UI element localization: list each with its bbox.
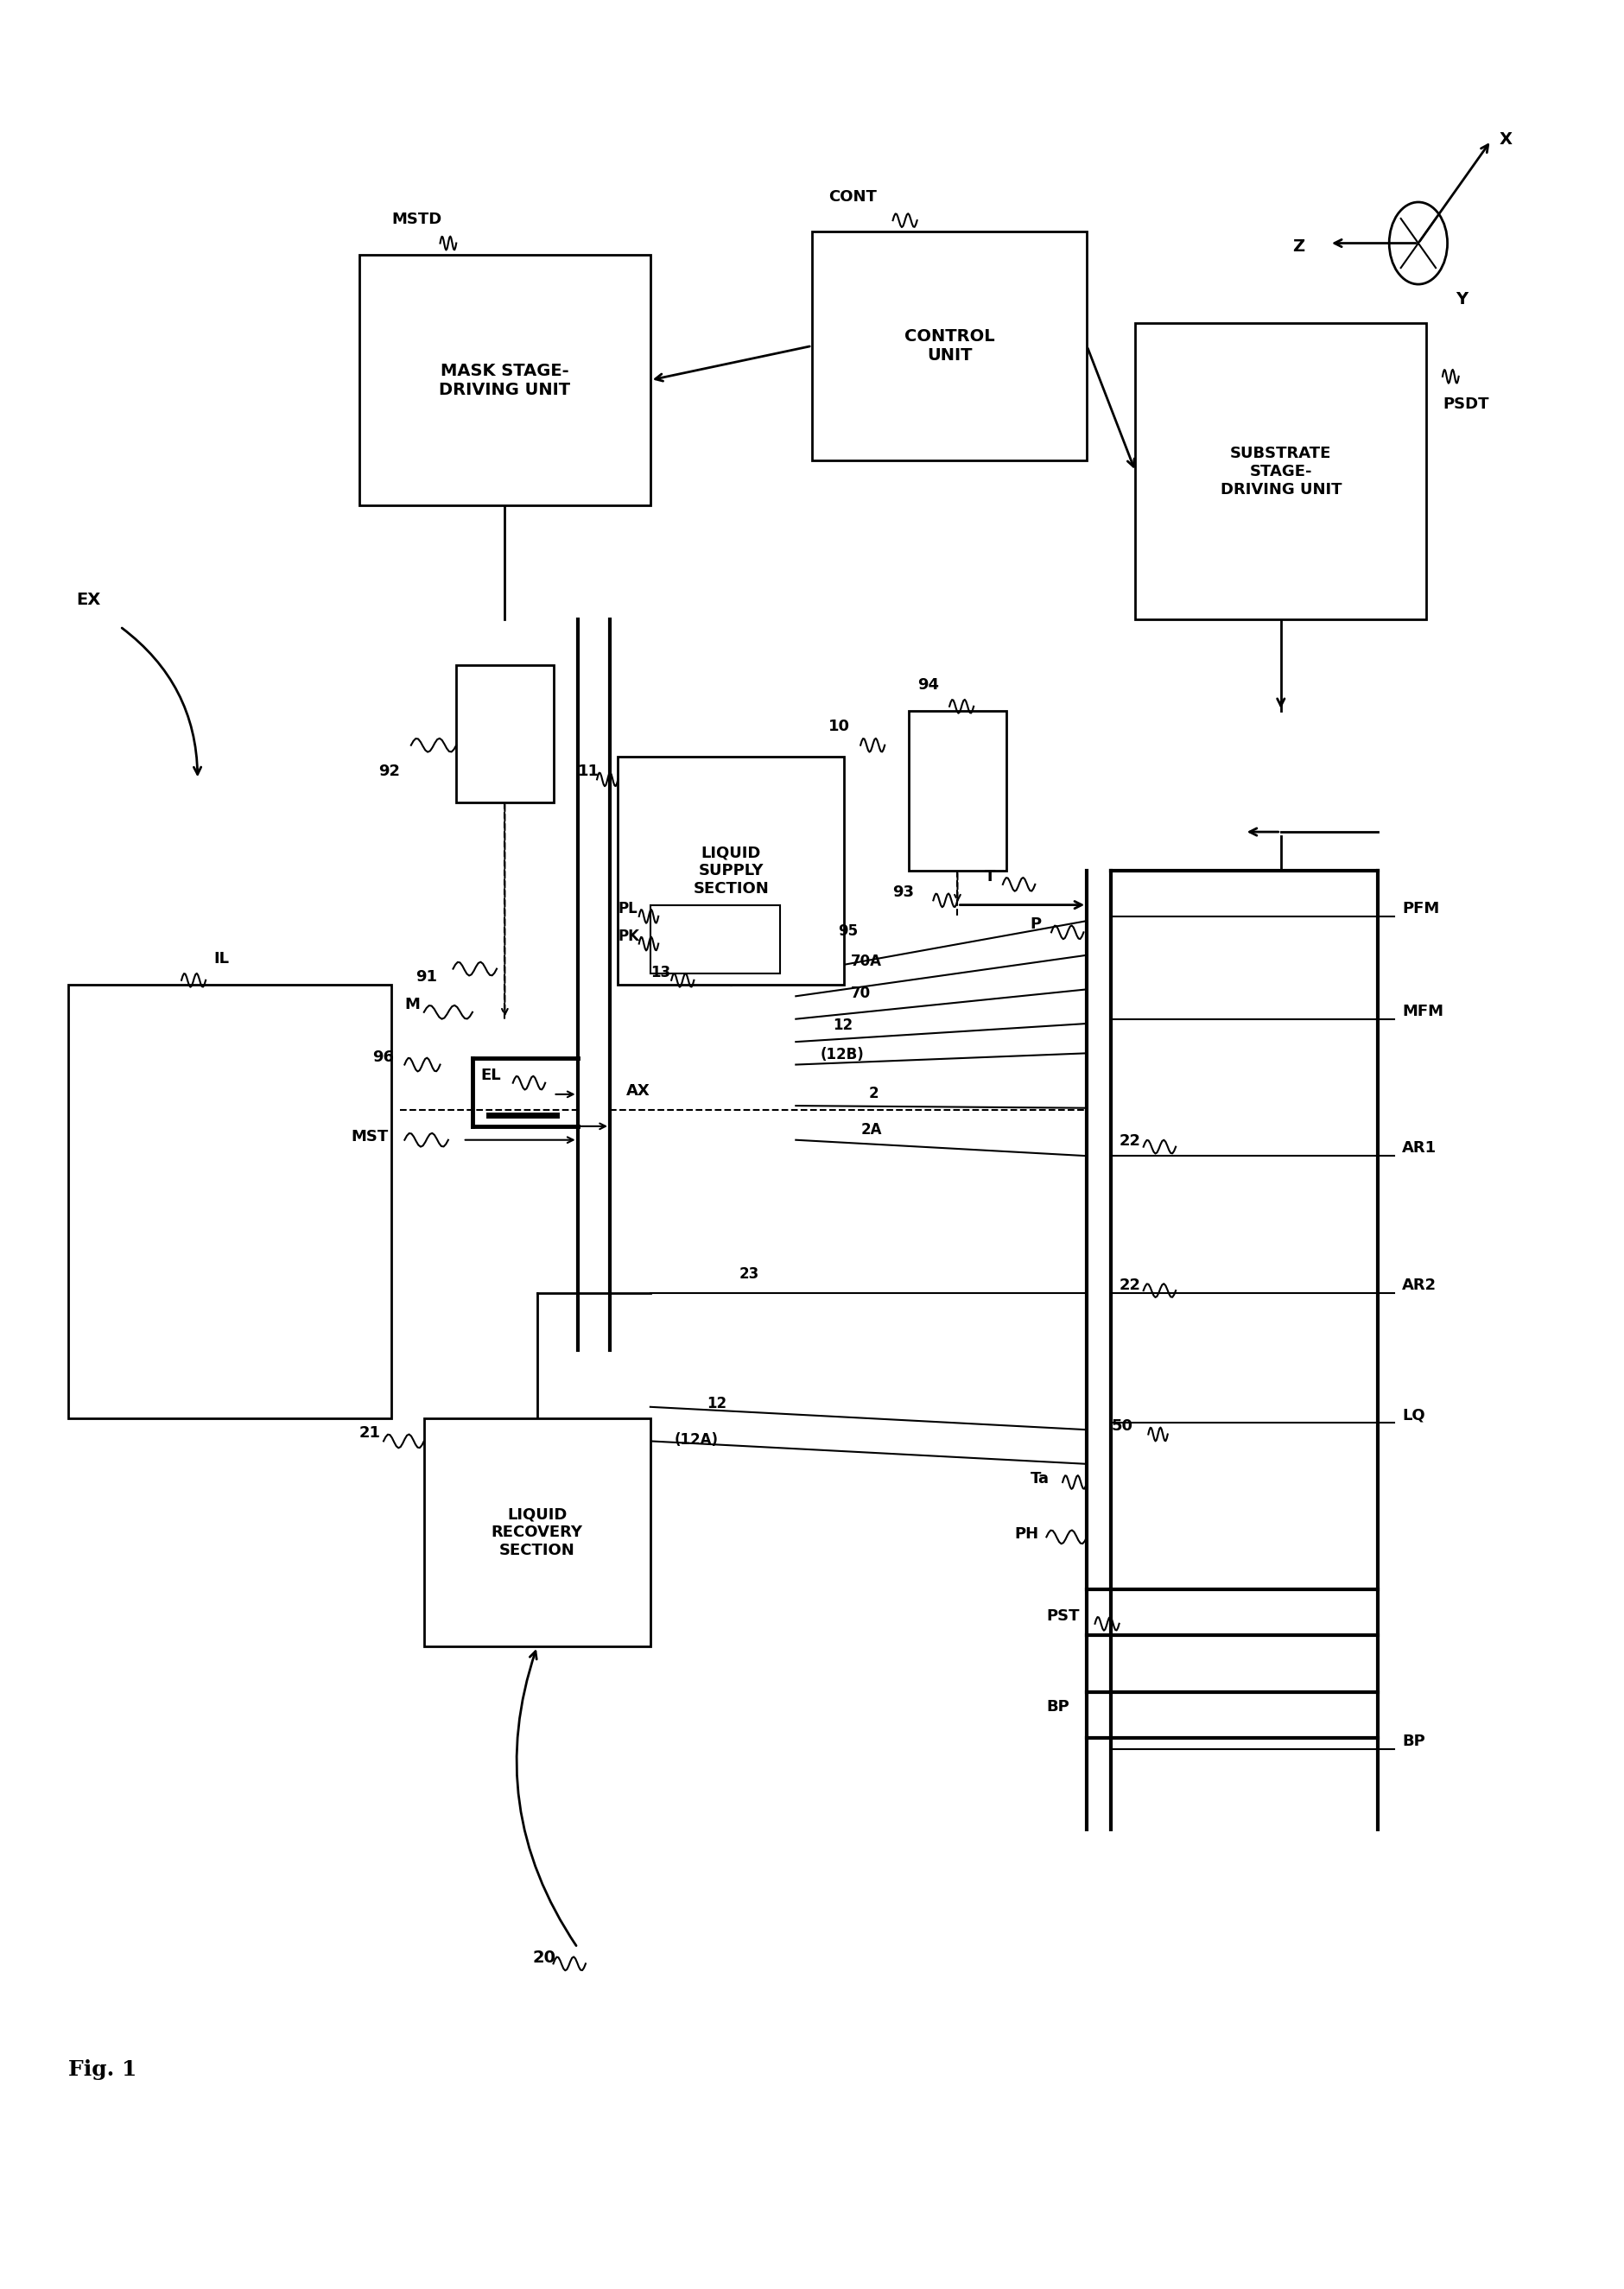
Text: MFM: MFM xyxy=(1402,1003,1444,1019)
Text: MST: MST xyxy=(351,1128,388,1144)
Text: 2: 2 xyxy=(869,1085,879,1101)
Text: EX: EX xyxy=(76,593,101,609)
Text: 70: 70 xyxy=(851,984,870,1000)
Text: EL: EL xyxy=(481,1067,500,1083)
Text: 70A: 70A xyxy=(851,952,882,968)
Text: SUBSTRATE
STAGE-
DRIVING UNIT: SUBSTRATE STAGE- DRIVING UNIT xyxy=(1220,446,1341,497)
Text: 96: 96 xyxy=(372,1048,395,1064)
Text: AX: AX xyxy=(627,1083,650,1099)
Text: 21: 21 xyxy=(359,1426,382,1442)
Text: BP: BP xyxy=(1402,1733,1426,1749)
Text: PK: PK xyxy=(619,927,640,943)
Text: 22: 22 xyxy=(1119,1133,1140,1149)
Text: LQ: LQ xyxy=(1402,1408,1426,1424)
FancyBboxPatch shape xyxy=(619,758,844,984)
Text: 50: 50 xyxy=(1111,1419,1132,1435)
Text: PST: PST xyxy=(1046,1609,1080,1623)
Text: 20: 20 xyxy=(533,1950,555,1966)
FancyBboxPatch shape xyxy=(1135,323,1426,620)
Text: M: M xyxy=(404,996,421,1012)
Text: Y: Y xyxy=(1455,291,1468,307)
Text: LIQUID
RECOVERY
SECTION: LIQUID RECOVERY SECTION xyxy=(492,1506,583,1559)
Text: 23: 23 xyxy=(739,1266,760,1282)
FancyBboxPatch shape xyxy=(359,254,650,506)
Text: 12: 12 xyxy=(706,1396,728,1412)
Text: 11: 11 xyxy=(578,765,599,781)
Text: T: T xyxy=(986,870,996,884)
FancyBboxPatch shape xyxy=(68,984,391,1419)
FancyBboxPatch shape xyxy=(909,712,1005,870)
Text: PL: PL xyxy=(619,902,638,916)
Text: (12B): (12B) xyxy=(820,1046,864,1062)
Text: X: X xyxy=(1499,130,1512,146)
Text: AR2: AR2 xyxy=(1402,1277,1437,1293)
Text: PFM: PFM xyxy=(1402,902,1439,916)
Text: PSDT: PSDT xyxy=(1442,396,1489,412)
Text: 10: 10 xyxy=(828,719,849,735)
Text: 94: 94 xyxy=(918,678,939,694)
Text: MASK STAGE-
DRIVING UNIT: MASK STAGE- DRIVING UNIT xyxy=(438,362,570,398)
Text: PH: PH xyxy=(1013,1527,1038,1540)
Text: (12A): (12A) xyxy=(674,1433,719,1449)
FancyBboxPatch shape xyxy=(812,231,1086,460)
Text: 13: 13 xyxy=(650,964,671,980)
FancyBboxPatch shape xyxy=(456,666,554,801)
Text: Fig. 1: Fig. 1 xyxy=(68,2060,136,2081)
Text: CONT: CONT xyxy=(828,190,877,204)
Text: P: P xyxy=(1030,918,1041,932)
Text: 95: 95 xyxy=(838,922,857,938)
Text: MSTD: MSTD xyxy=(391,211,442,227)
FancyBboxPatch shape xyxy=(424,1419,650,1646)
Text: 22: 22 xyxy=(1119,1277,1140,1293)
Text: 93: 93 xyxy=(893,886,914,900)
Text: AR1: AR1 xyxy=(1402,1140,1437,1156)
Text: IL: IL xyxy=(214,950,229,966)
FancyBboxPatch shape xyxy=(650,904,780,973)
Text: Z: Z xyxy=(1293,238,1304,254)
Text: 12: 12 xyxy=(833,1016,853,1032)
Text: BP: BP xyxy=(1046,1698,1070,1714)
Text: CONTROL
UNIT: CONTROL UNIT xyxy=(905,327,994,364)
Text: 92: 92 xyxy=(378,765,400,781)
Text: LIQUID
SUPPLY
SECTION: LIQUID SUPPLY SECTION xyxy=(693,845,770,897)
Text: Ta: Ta xyxy=(1030,1472,1049,1488)
Text: 2A: 2A xyxy=(861,1122,882,1138)
Text: 91: 91 xyxy=(416,968,437,984)
